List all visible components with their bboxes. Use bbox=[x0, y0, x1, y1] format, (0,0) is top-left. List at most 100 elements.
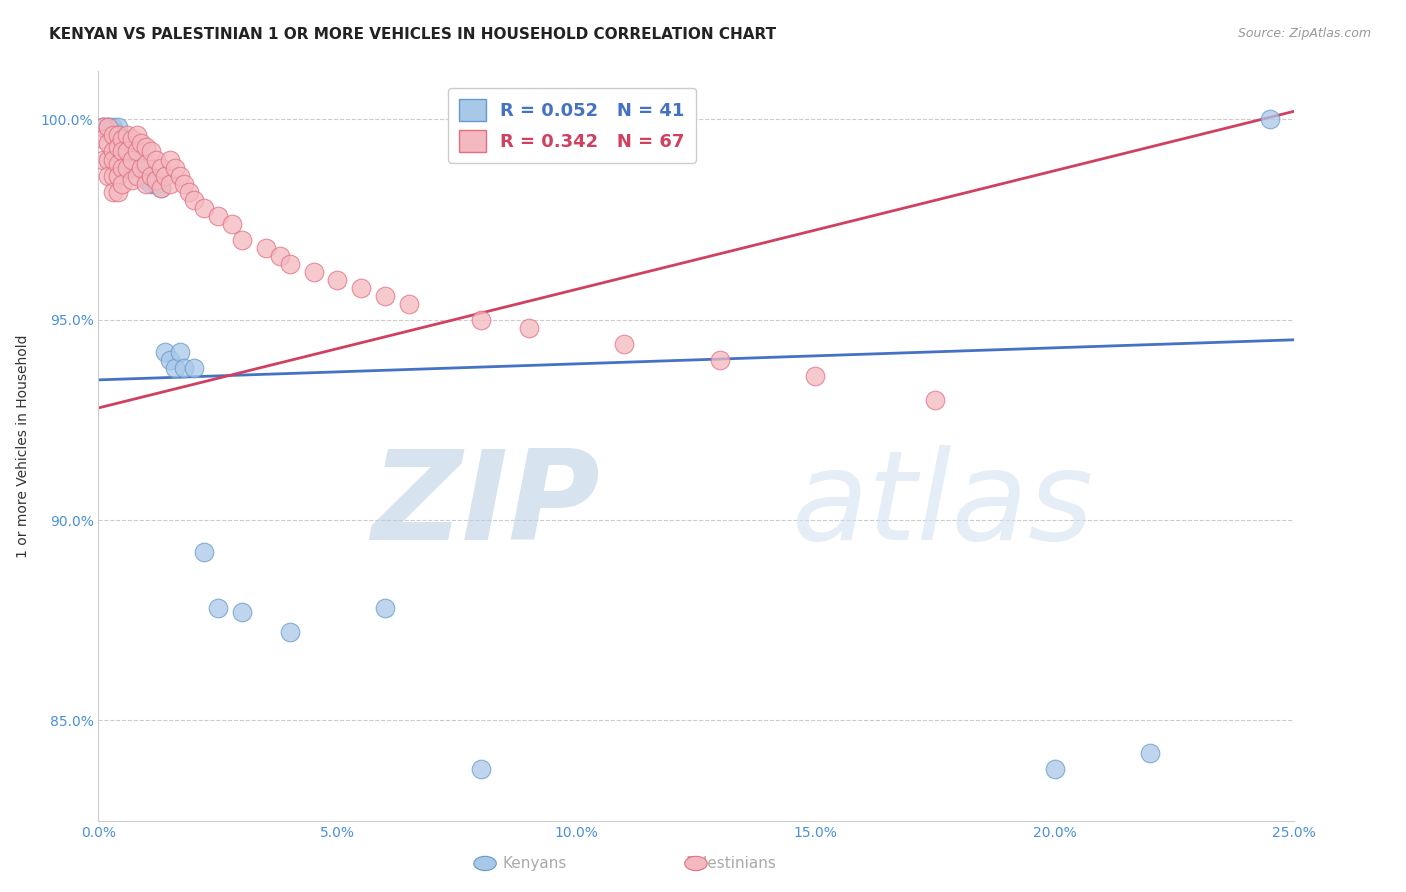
Point bbox=[111, 140, 134, 154]
Point bbox=[135, 172, 157, 186]
Point bbox=[193, 201, 215, 215]
Point bbox=[163, 360, 186, 375]
Point bbox=[145, 172, 167, 186]
Point bbox=[131, 136, 153, 151]
Point bbox=[107, 140, 129, 154]
Point bbox=[97, 169, 120, 183]
Point bbox=[1043, 762, 1066, 776]
Point bbox=[107, 128, 129, 143]
Point bbox=[131, 161, 153, 175]
Point bbox=[107, 169, 129, 183]
Point bbox=[107, 156, 129, 170]
Point bbox=[115, 128, 138, 143]
Point bbox=[101, 169, 124, 183]
Point bbox=[326, 273, 349, 287]
Point bbox=[107, 120, 129, 135]
Point bbox=[115, 161, 138, 175]
Point bbox=[254, 241, 277, 255]
Point bbox=[121, 153, 143, 167]
Point bbox=[97, 120, 120, 135]
Text: Source: ZipAtlas.com: Source: ZipAtlas.com bbox=[1237, 27, 1371, 40]
Point bbox=[193, 545, 215, 559]
Point bbox=[139, 145, 162, 159]
Point bbox=[169, 344, 191, 359]
Point bbox=[135, 156, 157, 170]
Point bbox=[804, 368, 827, 383]
Point bbox=[302, 265, 325, 279]
Point bbox=[231, 233, 253, 247]
Point bbox=[111, 145, 134, 159]
Point bbox=[91, 120, 114, 135]
Point bbox=[97, 120, 120, 135]
Point bbox=[121, 161, 143, 175]
Point bbox=[111, 132, 134, 146]
Point bbox=[183, 360, 205, 375]
Point bbox=[125, 161, 148, 175]
Point bbox=[149, 180, 172, 194]
Legend: R = 0.052   N = 41, R = 0.342   N = 67: R = 0.052 N = 41, R = 0.342 N = 67 bbox=[449, 88, 696, 162]
Point bbox=[91, 153, 114, 167]
Point bbox=[159, 153, 181, 167]
Point bbox=[111, 161, 134, 175]
Point bbox=[115, 153, 138, 167]
Point bbox=[183, 193, 205, 207]
Point bbox=[111, 145, 134, 159]
Point bbox=[145, 153, 167, 167]
Text: Kenyans: Kenyans bbox=[502, 856, 567, 871]
Point bbox=[149, 161, 172, 175]
Point bbox=[101, 185, 124, 199]
Point bbox=[155, 344, 177, 359]
Point bbox=[159, 352, 181, 367]
Point bbox=[139, 169, 162, 183]
Point bbox=[121, 172, 143, 186]
Point bbox=[278, 257, 301, 271]
Point bbox=[145, 177, 167, 191]
Text: atlas: atlas bbox=[792, 445, 1094, 566]
Point bbox=[350, 281, 373, 295]
Point bbox=[107, 140, 129, 154]
Point bbox=[1139, 746, 1161, 760]
Point bbox=[398, 297, 420, 311]
Point bbox=[91, 132, 114, 146]
Point bbox=[207, 209, 229, 223]
Point bbox=[125, 169, 148, 183]
Point bbox=[131, 161, 153, 175]
Point bbox=[111, 177, 134, 191]
Point bbox=[169, 169, 191, 183]
Point bbox=[101, 128, 124, 143]
Point bbox=[139, 177, 162, 191]
Point bbox=[97, 136, 120, 151]
Point bbox=[173, 360, 195, 375]
Point bbox=[107, 185, 129, 199]
Point bbox=[163, 161, 186, 175]
Point bbox=[179, 185, 201, 199]
Point bbox=[101, 145, 124, 159]
Point bbox=[101, 120, 124, 135]
Point bbox=[101, 124, 124, 138]
Point bbox=[173, 177, 195, 191]
Point bbox=[101, 128, 124, 143]
Point bbox=[97, 153, 120, 167]
Point bbox=[159, 177, 181, 191]
Point bbox=[91, 120, 114, 135]
Point bbox=[111, 132, 134, 146]
Point bbox=[107, 136, 129, 151]
Point bbox=[1258, 112, 1281, 127]
Point bbox=[97, 120, 120, 135]
Point bbox=[135, 177, 157, 191]
Point bbox=[517, 320, 540, 334]
Point bbox=[121, 153, 143, 167]
Point bbox=[115, 161, 138, 175]
Point bbox=[231, 605, 253, 619]
Point bbox=[278, 625, 301, 640]
Point bbox=[924, 392, 946, 407]
Text: KENYAN VS PALESTINIAN 1 OR MORE VEHICLES IN HOUSEHOLD CORRELATION CHART: KENYAN VS PALESTINIAN 1 OR MORE VEHICLES… bbox=[49, 27, 776, 42]
Point bbox=[125, 145, 148, 159]
Point bbox=[470, 313, 492, 327]
Text: ZIP: ZIP bbox=[371, 445, 600, 566]
Point bbox=[121, 132, 143, 146]
Point bbox=[269, 249, 291, 263]
Point bbox=[115, 145, 138, 159]
Point bbox=[149, 180, 172, 194]
Point bbox=[91, 120, 114, 135]
